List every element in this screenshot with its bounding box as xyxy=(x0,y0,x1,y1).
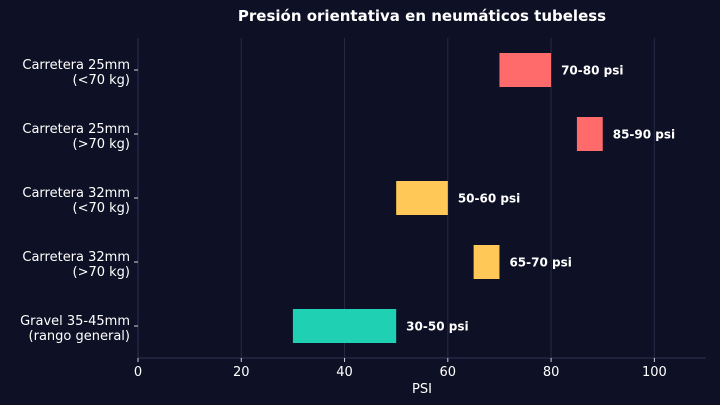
bar-2 xyxy=(396,181,448,215)
bar-1 xyxy=(576,117,603,151)
category-label-line1-0: Carretera 25mm xyxy=(22,58,130,73)
x-axis-ticks: 0 20 40 60 80 100 xyxy=(134,358,667,380)
category-label-line1-3: Carretera 32mm xyxy=(22,250,130,265)
category-labels: Carretera 25mm (<70 kg)Carretera 25mm (>70… xyxy=(20,58,138,344)
category-label-line1-4: Gravel 35-45mm xyxy=(20,314,130,329)
data-label-1: 85-90 psi xyxy=(613,128,675,142)
category-label-line2-0: (<70 kg) xyxy=(73,73,131,88)
bar-3 xyxy=(473,245,500,279)
category-label-3: Carretera 32mm (>70 kg) xyxy=(22,250,130,280)
category-label-line2-4: (rango general) xyxy=(29,329,130,344)
data-label-3: 65-70 psi xyxy=(509,256,571,270)
category-label-2: Carretera 32mm (<70 kg) xyxy=(22,186,130,216)
data-label-4: 30-50 psi xyxy=(406,320,468,334)
x-tick-label-20: 20 xyxy=(233,365,250,380)
category-label-line1-1: Carretera 25mm xyxy=(22,122,130,137)
data-label-0: 70-80 psi xyxy=(561,64,623,78)
x-tick-label-0: 0 xyxy=(134,365,142,380)
category-label-line2-2: (<70 kg) xyxy=(73,201,131,216)
bars xyxy=(292,53,603,343)
x-axis-label: PSI xyxy=(412,382,432,397)
category-label-0: Carretera 25mm (<70 kg) xyxy=(22,58,130,88)
chart-title: Presión orientativa en neumáticos tubele… xyxy=(238,7,606,25)
data-labels: 70-80 psi 85-90 psi 50-60 psi 65-70 psi 30-5… xyxy=(406,64,675,334)
x-tick-label-40: 40 xyxy=(336,365,353,380)
category-label-1: Carretera 25mm (>70 kg) xyxy=(22,122,130,152)
category-label-4: Gravel 35-45mm (rango general) xyxy=(20,314,130,344)
category-label-line2-1: (>70 kg) xyxy=(73,137,131,152)
category-label-line1-2: Carretera 32mm xyxy=(22,186,130,201)
x-tick-label-100: 100 xyxy=(642,365,667,380)
x-tick-label-60: 60 xyxy=(440,365,457,380)
bar-0 xyxy=(499,53,552,87)
data-label-2: 50-60 psi xyxy=(458,192,520,206)
x-tick-label-80: 80 xyxy=(543,365,560,380)
category-label-line2-3: (>70 kg) xyxy=(73,265,131,280)
bar-4 xyxy=(292,309,397,343)
